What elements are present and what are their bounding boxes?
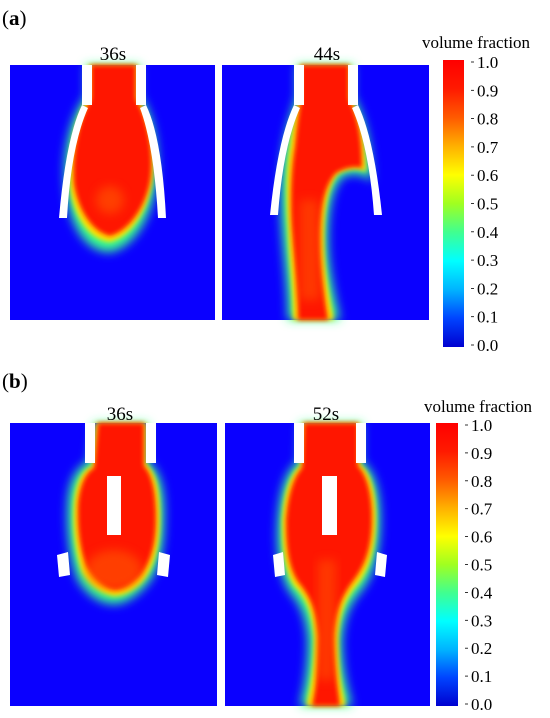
panel-a: (a) 36s <box>2 6 531 355</box>
colorbar-tick-label: 0.7 <box>471 500 493 519</box>
colorbar-tick-label: 0.1 <box>477 308 498 327</box>
colorbar-tick-label: 0.1 <box>471 667 492 686</box>
colorbar-tick-label: 0.3 <box>477 251 498 270</box>
colorbar-tick-label: 0.9 <box>477 81 498 100</box>
nozzle-wall <box>57 423 170 577</box>
time-label: 44s <box>314 44 340 65</box>
time-label: 36s <box>100 44 126 65</box>
colorbar-tick-label: 0.7 <box>477 138 499 157</box>
time-label: 52s <box>313 404 339 425</box>
colorbar-gradient <box>443 60 464 347</box>
colorbar-tick-label: 0.3 <box>471 611 492 630</box>
simulation-frame-a-44s: 44s <box>222 44 429 320</box>
colorbar-tick-label: 0.8 <box>477 110 498 129</box>
colorbar-tick-label: 0.4 <box>471 583 493 602</box>
colorbar-title: volume fraction <box>424 397 533 416</box>
colorbar-tick-label: 0.5 <box>477 195 498 214</box>
colorbar-tick-label: 0.6 <box>471 528 492 547</box>
colorbar-a: volume fraction 1.0 0.9 0.8 0.7 0.6 0.5 0.4 0.3… <box>422 33 531 355</box>
time-label: 36s <box>107 404 133 425</box>
simulation-frame-a-36s: 36s <box>10 44 215 320</box>
colorbar-tick-label: 0.9 <box>471 444 492 463</box>
colorbar-tick-label: 1.0 <box>477 53 498 72</box>
stopper-rod <box>107 476 121 535</box>
colorbar-tick-label: 0.6 <box>477 166 498 185</box>
simulation-frame-b-36s: 36s <box>10 404 217 706</box>
colorbar-title: volume fraction <box>422 33 531 52</box>
nozzle-wall <box>270 65 382 215</box>
colorbar-ticks: 1.0 0.9 0.8 0.7 0.6 0.5 0.4 0.3 0.2 0.1 0.0 <box>471 53 499 355</box>
colorbar-tick-label: 1.0 <box>471 416 492 435</box>
colorbar-gradient <box>436 423 458 706</box>
colorbar-tick-label: 0.4 <box>477 223 499 242</box>
simulation-frame-b-52s: 52s <box>225 404 430 706</box>
colorbar-tick-label: 0.0 <box>477 336 498 355</box>
nozzle-wall <box>273 423 387 577</box>
volume-fraction-field <box>277 423 380 706</box>
colorbar-tick-label: 0.2 <box>477 279 498 298</box>
stopper-rod <box>322 476 337 535</box>
colorbar-tick-label: 0.8 <box>471 472 492 491</box>
colorbar-b: volume fraction 1.0 0.9 0.8 0.7 0.6 0.5 0.4 0.3… <box>424 397 533 714</box>
colorbar-ticks: 1.0 0.9 0.8 0.7 0.6 0.5 0.4 0.3 0.2 0.1 0.0 <box>465 416 493 714</box>
volume-fraction-field <box>280 65 372 320</box>
panel-b: (b) 36s <box>2 369 533 714</box>
panel-a-label: (a) <box>2 6 27 30</box>
colorbar-tick-label: 0.5 <box>471 556 492 575</box>
volume-fraction-field <box>64 65 158 252</box>
colorbar-tick-label: 0.2 <box>471 639 492 658</box>
nozzle-wall <box>59 65 166 218</box>
colorbar-tick-label: 0.0 <box>471 695 492 714</box>
panel-b-label: (b) <box>2 369 28 393</box>
